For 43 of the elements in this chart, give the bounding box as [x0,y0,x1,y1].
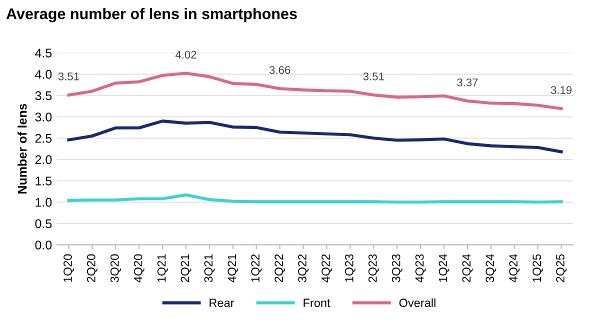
data-label: 3.51 [363,72,384,80]
x-tick-label: 3Q23 [392,254,402,282]
x-tick-label: 3Q20 [110,254,121,282]
data-label: 3.66 [269,66,290,74]
x-tick-label: 2Q20 [86,254,98,282]
x-tick-label: 2Q23 [368,254,379,282]
text: 2.0 [35,155,52,164]
data-label: 3.51 [58,72,79,80]
text: 3.5 [35,91,52,100]
x-tick-label: 3Q24 [486,254,496,282]
chart-title: Average number of lens in smartphones [6,8,297,22]
text: 0.0 [35,240,52,250]
x-tick-label: 1Q25 [532,254,544,282]
x-tick-label: 2Q25 [556,254,567,282]
legend-label: Rear [210,298,234,308]
x-tick-label: 1Q23 [344,254,356,282]
text: 3.0 [35,112,52,122]
x-tick-label: 2Q21 [180,254,192,282]
data-label: 3.19 [550,86,572,94]
text: 4.0 [35,70,52,79]
legend-label: Front [304,298,330,308]
x-tick-label: 1Q21 [157,254,168,282]
x-tick-label: 2Q22 [274,254,286,282]
x-tick-label: 4Q22 [322,254,332,282]
x-tick-label: 1Q24 [438,254,450,282]
text: 0.5 [35,219,52,228]
y-axis-title: Number of lens [18,104,27,194]
x-tick-label: 4Q24 [509,254,520,282]
x-tick-label: 4Q23 [415,254,426,282]
legend-label: Overall [399,298,436,308]
x-tick-label: 4Q21 [228,254,238,282]
text: 1.5 [36,176,52,186]
x-tick-label: 3Q22 [298,254,309,282]
x-tick-label: 2Q24 [462,254,473,282]
text: 1.0 [36,198,52,207]
data-label: 3.37 [457,78,478,86]
x-tick-label: 1Q22 [251,254,262,282]
x-tick-label: 4Q20 [134,254,144,282]
text: 4.5 [35,48,52,58]
x-tick-label: 1Q20 [64,254,74,282]
x-tick-label: 3Q21 [204,254,215,282]
data-label: 4.02 [175,50,196,59]
text: 2.5 [35,134,52,143]
